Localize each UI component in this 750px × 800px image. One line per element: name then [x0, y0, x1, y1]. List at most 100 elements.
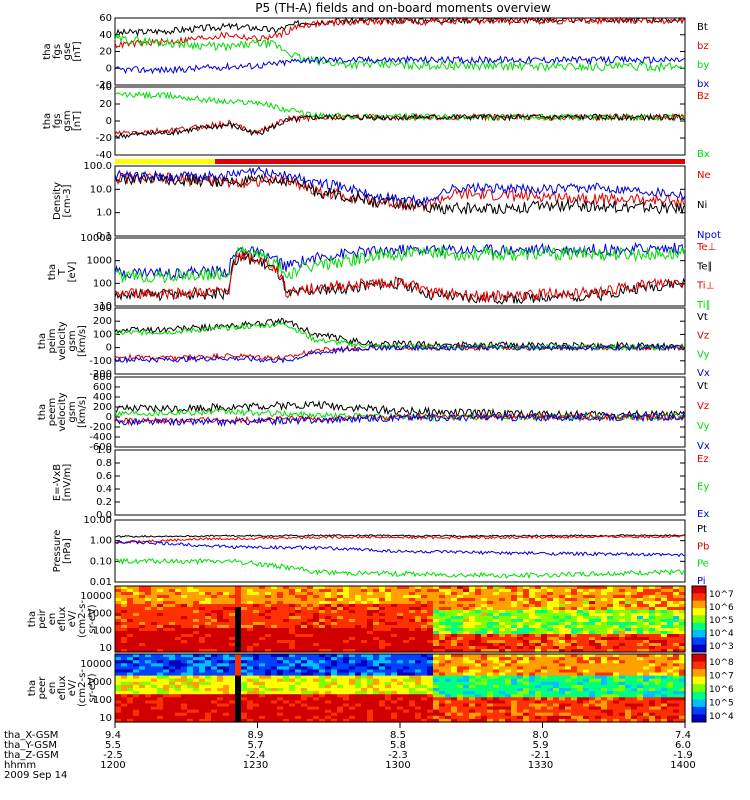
x-row-value: 8.9: [248, 730, 264, 741]
spectrogram-cell: [667, 688, 674, 692]
spectrogram-cell: [271, 601, 278, 605]
spectrogram-cell: [523, 663, 530, 667]
spectrogram-cell: [679, 601, 686, 605]
spectrogram-cell: [397, 619, 404, 623]
spectrogram-cell: [373, 712, 380, 717]
spectrogram-cell: [553, 616, 560, 620]
spectrogram-cell: [589, 607, 596, 611]
spectrogram-cell: [211, 694, 218, 698]
spectrogram-cell: [667, 660, 674, 664]
spectrogram-cell: [439, 604, 446, 608]
spectrogram-cell: [253, 613, 260, 617]
spectrogram-cell: [343, 666, 350, 671]
spectrogram-cell: [517, 681, 524, 686]
spectrogram-cell: [493, 640, 500, 644]
spectrogram-cell: [325, 634, 332, 638]
spectrogram-cell: [367, 678, 374, 683]
spectrogram-cell: [673, 613, 680, 617]
spectrogram-cell: [217, 691, 224, 695]
spectrogram-cell: [151, 675, 158, 680]
spectrogram-cell: [385, 610, 392, 614]
spectrogram-cell: [151, 625, 158, 629]
y-tick-label: -100: [89, 356, 112, 367]
spectrogram-cell: [325, 613, 332, 617]
spectrogram-cell: [211, 697, 218, 701]
spectrogram-cell: [589, 709, 596, 714]
spectrogram-cell: [319, 592, 326, 596]
spectrogram-cell: [529, 634, 536, 638]
spectrogram-cell: [139, 672, 146, 677]
spectrogram-cell: [259, 604, 266, 608]
spectrogram-cell: [355, 657, 362, 661]
spectrogram-cell: [217, 640, 224, 644]
spectrogram-cell: [433, 669, 440, 674]
spectrogram-cell: [133, 694, 140, 698]
spectrogram-cell: [475, 625, 482, 629]
spectrogram-cell: [535, 672, 542, 677]
spectrogram-cell: [205, 718, 212, 723]
spectrogram-cell: [145, 706, 152, 711]
spectrogram-cell: [289, 709, 296, 714]
spectrogram-cell: [163, 649, 170, 653]
x-row-value: 7.4: [675, 730, 691, 741]
spectrogram-cell: [163, 700, 170, 705]
spectrogram-cell: [379, 672, 386, 677]
spectrogram-cell: [583, 700, 590, 705]
spectrogram-cell: [481, 592, 488, 596]
spectrogram-cell: [547, 604, 554, 608]
spectrogram-cell: [631, 712, 638, 717]
spectrogram-cell: [181, 660, 188, 664]
spectrogram-cell: [313, 666, 320, 671]
spectrogram-cell: [283, 643, 290, 647]
spectrogram-cell: [343, 634, 350, 638]
spectrogram-cell: [523, 628, 530, 632]
spectrogram-cell: [457, 663, 464, 667]
spectrogram-cell: [517, 678, 524, 683]
spectrogram-cell: [409, 691, 416, 695]
spectrogram-cell: [379, 619, 386, 623]
spectrogram-cell: [463, 640, 470, 644]
spectrogram-cell: [529, 601, 536, 605]
spectrogram-cell: [247, 610, 254, 614]
spectrogram-cell: [625, 625, 632, 629]
spectrogram-cell: [121, 703, 128, 708]
spectrogram-cell: [247, 694, 254, 698]
y-tick-label: 40: [99, 30, 112, 41]
spectrogram-cell: [145, 649, 152, 653]
spectrogram-cell: [511, 657, 518, 661]
spectrogram-cell: [289, 604, 296, 608]
spectrogram-cell: [151, 634, 158, 638]
spectrogram-cell: [637, 589, 644, 593]
spectrogram-cell: [631, 675, 638, 680]
spectrogram-cell: [667, 649, 674, 653]
spectrogram-cell: [271, 718, 278, 723]
spectrogram-cell: [505, 700, 512, 705]
spectrogram-cell: [559, 646, 566, 650]
spectrogram-cell: [301, 718, 308, 723]
spectrogram-cell: [541, 684, 548, 689]
spectrogram-cell: [397, 586, 404, 590]
spectrogram-cell: [499, 619, 506, 623]
spectrogram-cell: [577, 634, 584, 638]
spectrogram-cell: [181, 663, 188, 667]
spectrogram-cell: [475, 646, 482, 650]
spectrogram-cell: [571, 634, 578, 638]
spectrogram-cell: [511, 646, 518, 650]
spectrogram-cell: [457, 649, 464, 653]
spectrogram-cell: [127, 654, 134, 658]
spectrogram-cell: [205, 657, 212, 661]
spectrogram-cell: [547, 625, 554, 629]
spectrogram-cell: [535, 657, 542, 661]
spectrogram-cell: [451, 660, 458, 664]
spectrogram-cell: [631, 607, 638, 611]
spectrogram-cell: [637, 666, 644, 671]
spectrogram-cell: [577, 616, 584, 620]
series-line: [114, 55, 686, 75]
spectrogram-cell: [265, 700, 272, 705]
spectrogram-cell: [625, 654, 632, 658]
spectrogram-cell: [313, 637, 320, 641]
spectrogram-cell: [139, 688, 146, 692]
spectrogram-cell: [475, 649, 482, 653]
spectrogram-cell: [619, 709, 626, 714]
spectrogram-cell: [595, 706, 602, 711]
